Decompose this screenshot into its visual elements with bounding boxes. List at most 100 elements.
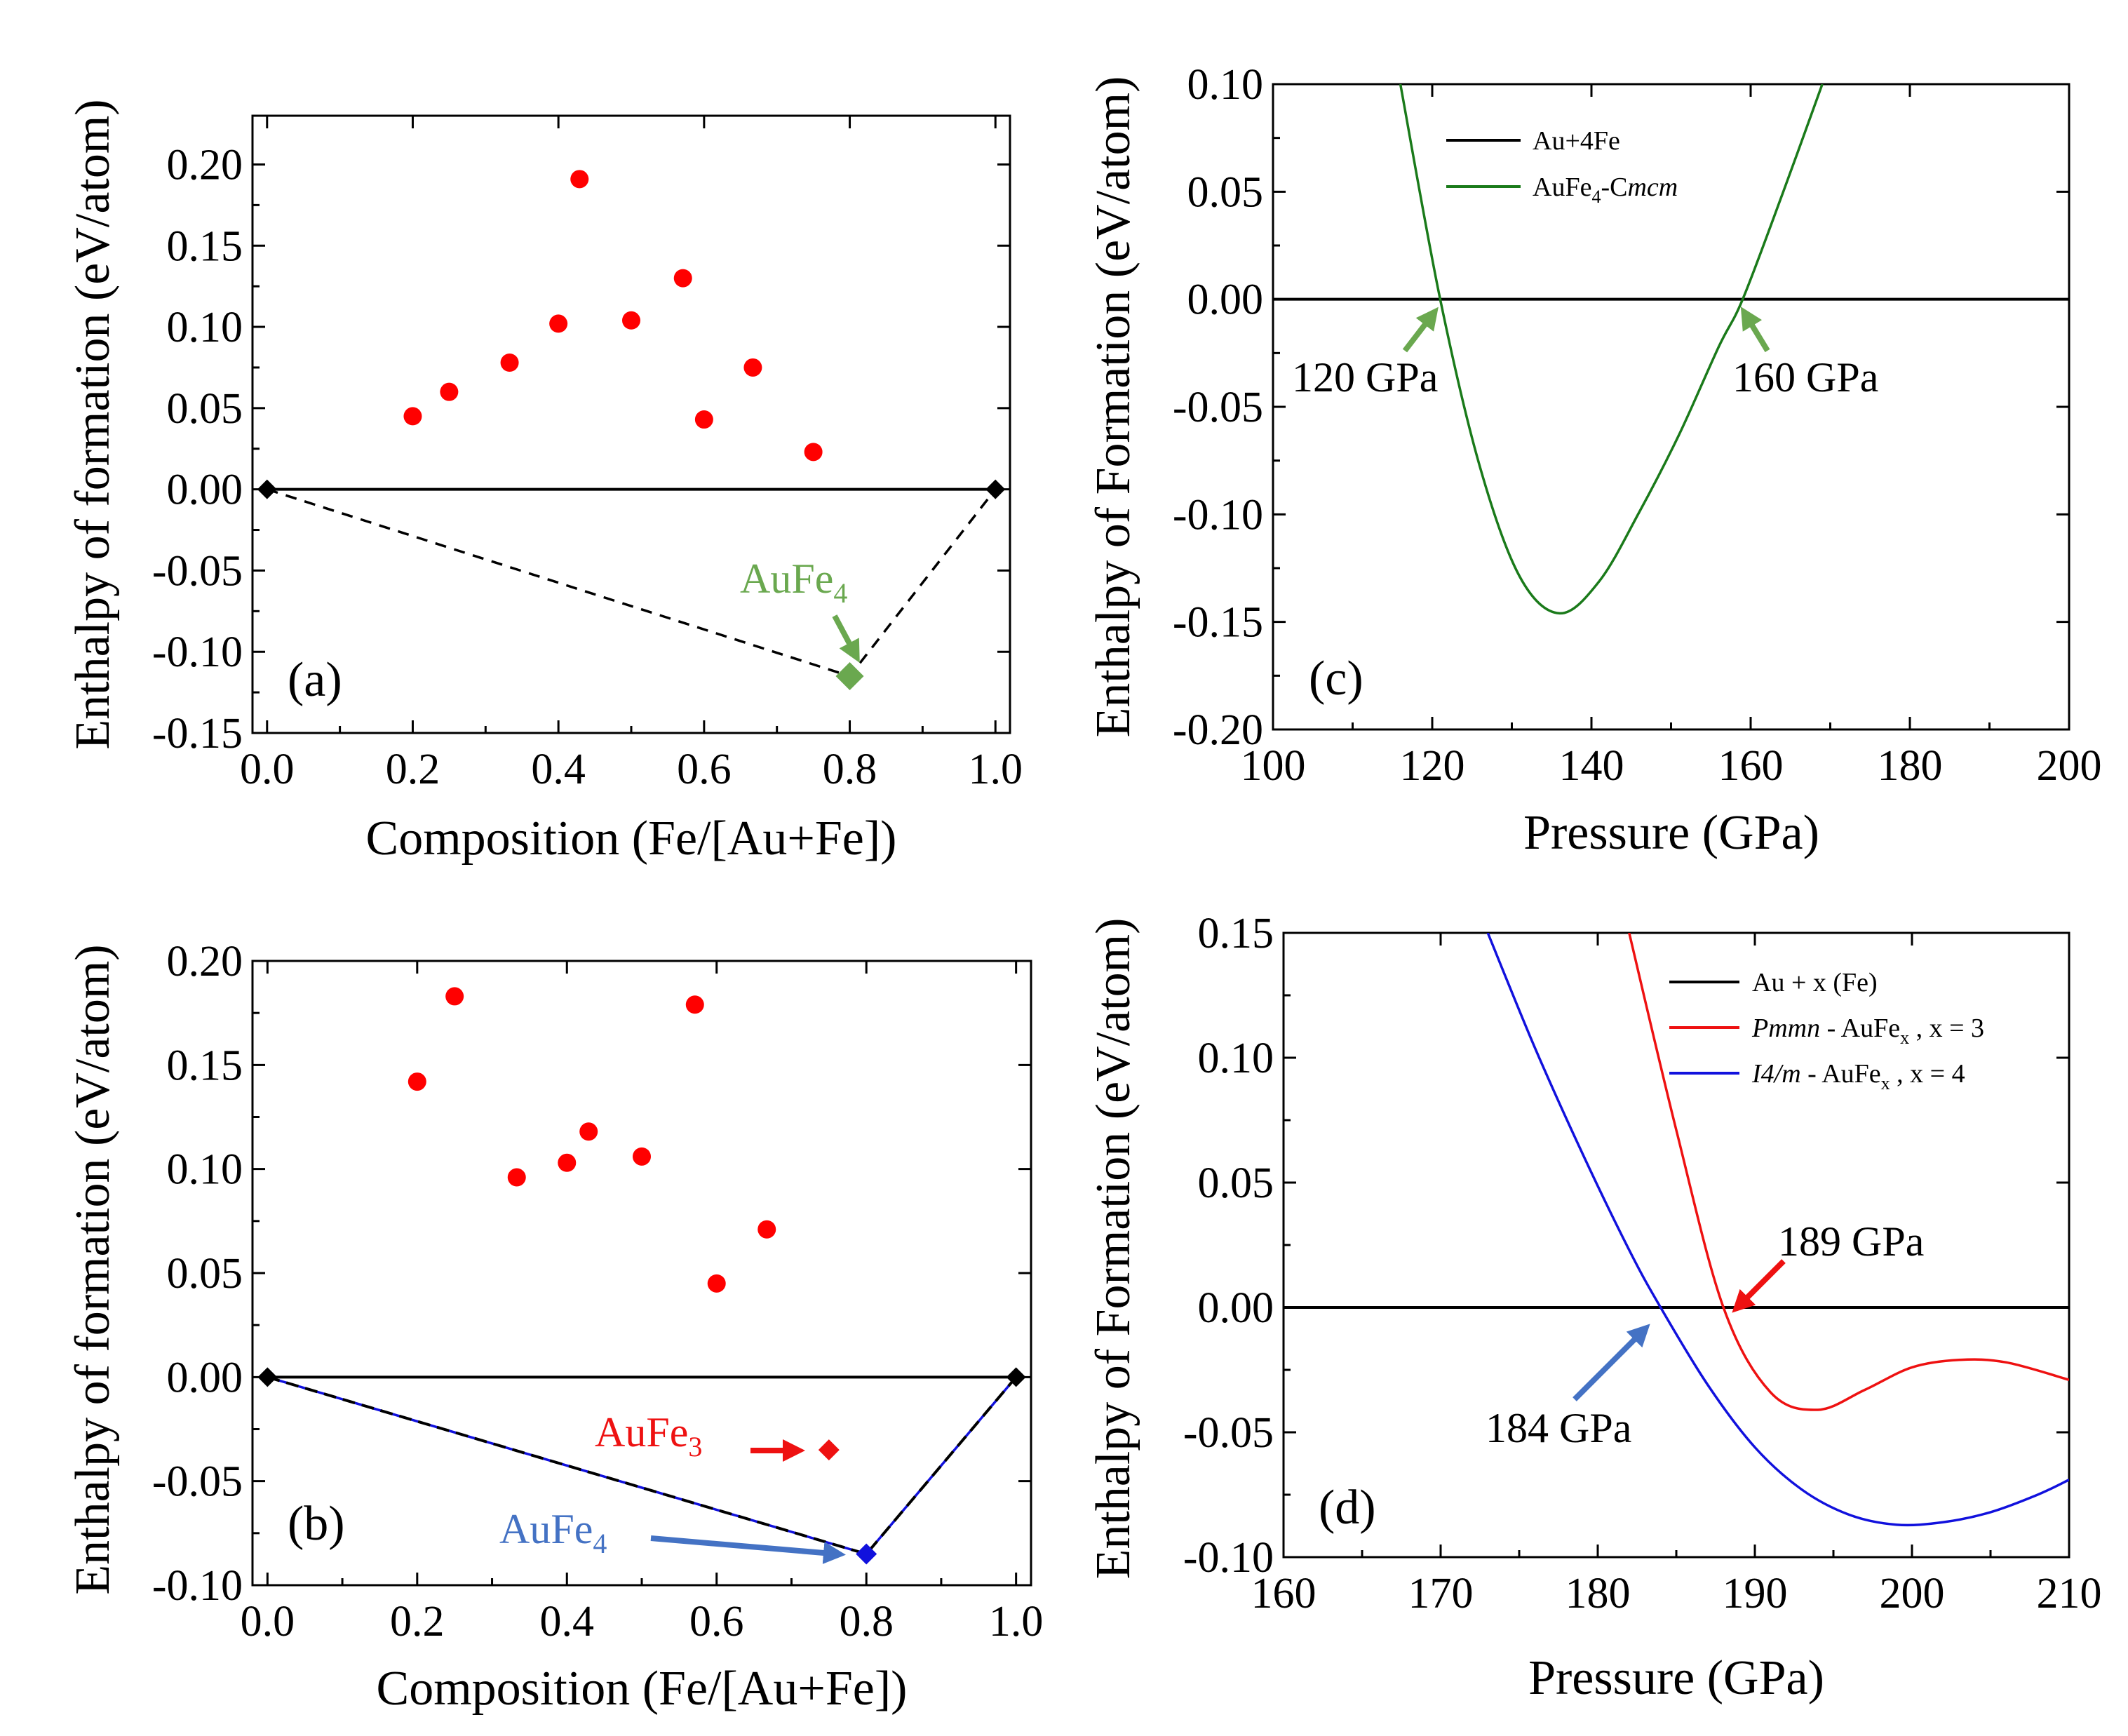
unstable-point [579,1122,598,1141]
ytick-label: -0.15 [152,710,243,758]
panel-d-annotation-184: 184 GPa [1486,1405,1631,1451]
panel-d-xlabel: Pressure (GPa) [1528,1651,1824,1705]
stable-point-aufe4 [856,1543,877,1565]
hull-endpoint-marker [985,479,1006,499]
panel-d-annotation-189: 189 GPa [1778,1218,1924,1265]
ytick-label: 0.15 [1198,910,1274,957]
series-pmmn-aufe3 [1628,933,2069,1411]
ytick-label: -0.05 [152,547,243,595]
panel-a-xlabel: Composition (Fe/[Au+Fe]) [366,812,897,866]
xtick-label: 0.0 [241,1598,295,1646]
panel-b-frame [251,960,1032,1587]
panel-a-yticks: -0.15 -0.10 -0.05 0.00 0.05 0.10 0.15 0.20 [152,141,1010,758]
panel-c-arrow-160 [1740,307,1770,353]
panel-a-ylabel: Enthalpy of formation (eV/atom) [66,99,120,749]
panel-d-ylabel: Enthalpy of Formation (eV/atom) [1086,918,1140,1580]
unstable-point [633,1147,651,1166]
panel-b-stable-points [856,1543,877,1565]
series-i4m-aufe4 [1486,933,2069,1527]
panel-b-arrow-aufe4 [650,1535,846,1564]
panel-b-xticks: 0.0 0.2 0.4 0.6 0.8 1.0 [241,961,1044,1646]
unstable-point [445,987,464,1006]
series-aufe4-cmcm [1399,84,1824,615]
panel-d: -0.10 -0.05 0.00 0.05 0.10 0.15 160 170 180 190 2… [1086,910,2102,1705]
panel-b-hull-line [267,1375,1018,1556]
panel-a-hull-line [267,487,997,678]
xtick-label: 0.4 [531,746,586,793]
panel-b-endpoint-markers [257,1367,1026,1387]
panel-d-legend: Au + x (Fe) Pmmn - AuFex , x = 3 I4/m - … [1669,968,1984,1094]
panel-b-metastable-points [818,1439,840,1461]
legend-label-au-x-fe: Au + x (Fe) [1752,968,1878,997]
stable-point-aufe4 [835,661,864,690]
ytick-label: -0.20 [1173,706,1263,754]
panel-c-arrow-120 [1402,307,1439,353]
panel-b-label: (b) [288,1497,345,1551]
xtick-label: 0.2 [386,746,440,793]
xtick-label: 0.2 [390,1598,445,1646]
xtick-label: 0.6 [689,1598,744,1646]
xtick-label: 120 [1400,742,1465,790]
panel-c-label: (c) [1309,652,1363,706]
ytick-label: 0.15 [167,222,243,270]
xtick-label: 170 [1408,1570,1474,1617]
panel-b-unstable-points [408,987,776,1293]
unstable-point [570,170,589,189]
unstable-point [500,354,519,372]
unstable-point [622,311,640,330]
ytick-label: 0.00 [167,1354,243,1401]
ytick-label: 0.10 [167,304,243,351]
hull-endpoint-marker [1006,1367,1026,1387]
panel-c-xlabel: Pressure (GPa) [1523,806,1819,860]
legend-label-i4m: I4/m - AuFex , x = 4 [1751,1059,1965,1094]
xtick-label: 1.0 [989,1598,1044,1646]
panel-a-endpoint-markers [257,479,1006,499]
panel-a-label: (a) [288,653,342,707]
unstable-point [743,358,762,377]
panel-d-yticks: -0.10 -0.05 0.00 0.05 0.10 0.15 [1183,910,2069,1582]
panel-d-xticks: 160 170 180 190 200 210 [1251,933,2102,1617]
panel-a-unstable-points [403,170,823,462]
panel-c-series [1273,84,2069,615]
panel-a-annotation-aufe4: AuFe4 [740,556,847,609]
ytick-label: 0.15 [167,1042,243,1089]
unstable-point [558,1153,577,1172]
ytick-label: 0.10 [1198,1035,1274,1082]
hull-endpoint-marker [257,1367,278,1387]
xtick-label: 1.0 [968,746,1023,793]
xtick-label: 190 [1723,1570,1788,1617]
panel-b-ylabel: Enthalpy of formation (eV/atom) [66,944,120,1594]
panel-c-xticks: 100 120 140 160 180 200 [1241,84,2102,790]
xtick-label: 160 [1251,1570,1316,1617]
xtick-label: 200 [1880,1570,1945,1617]
ytick-label: 0.00 [167,466,243,514]
panel-c-annotation-160: 160 GPa [1732,354,1878,401]
xtick-label: 200 [2037,742,2102,790]
unstable-point [507,1168,526,1187]
ytick-label: -0.10 [1173,491,1263,539]
ytick-label: -0.10 [152,1562,243,1610]
xtick-label: 210 [2037,1570,2102,1617]
xtick-label: 0.8 [839,1598,894,1646]
ytick-label: 0.20 [167,141,243,189]
ytick-label: 0.05 [1187,168,1264,216]
panel-a-stable-points [835,661,864,690]
unstable-point [408,1072,426,1091]
panel-b: -0.10 -0.05 0.00 0.05 0.10 0.15 0.20 0.0 0.2 0.4… [66,938,1043,1716]
panel-d-series [1284,933,2069,1527]
panel-c: -0.20-0.15-0.10-0.050.000.050.10 100 120 1… [1086,61,2102,860]
panel-c-yticks: -0.20 -0.15 -0.10 -0.05 0.00 0.05 0.10 [1173,61,2069,754]
panel-a: -0.15-0.10-0.050.000.050.100.150.20 0.0 0… [66,99,1023,866]
unstable-point [804,443,823,462]
unstable-point [685,995,704,1014]
xtick-label: 100 [1241,742,1306,790]
xtick-label: 160 [1718,742,1784,790]
ytick-label: 0.00 [1187,276,1264,324]
xtick-label: 0.8 [823,746,877,793]
xtick-label: 0.6 [677,746,732,793]
ytick-label: -0.05 [152,1458,243,1506]
panel-a-arrow-aufe4 [832,614,860,664]
xtick-label: 180 [1565,1570,1631,1617]
ytick-label: 0.00 [1198,1284,1274,1332]
